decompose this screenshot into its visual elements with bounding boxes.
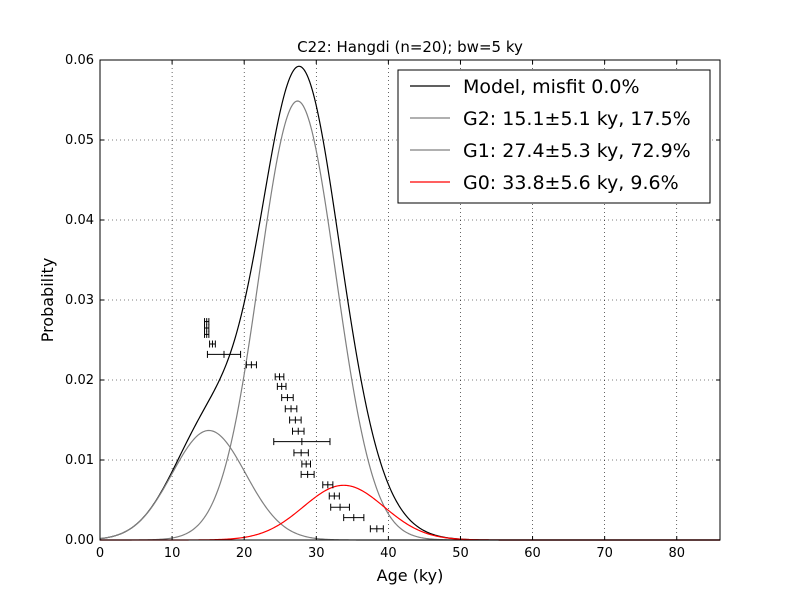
x-tick-label: 70: [596, 546, 613, 561]
error-bar: [291, 427, 305, 435]
x-tick-label: 30: [308, 546, 325, 561]
legend-box: [397, 69, 711, 204]
error-bar: [293, 449, 309, 457]
legend-entry: Model, misfit 0.0%: [463, 76, 640, 98]
error-bar: [204, 324, 210, 332]
error-bar: [204, 318, 210, 326]
error-bar: [328, 492, 340, 500]
x-tick-label: 10: [164, 546, 181, 561]
x-tick-label: 60: [524, 546, 541, 561]
error-bar: [281, 394, 294, 402]
error-bar: [206, 350, 242, 358]
x-tick-label: 80: [668, 546, 685, 561]
chart-title: C22: Hangdi (n=20); bw=5 ky: [297, 38, 523, 56]
error-bar: [301, 460, 312, 468]
y-tick-label: 0.06: [65, 53, 94, 68]
y-tick-label: 0.01: [65, 453, 94, 468]
error-bar: [289, 416, 302, 424]
error-bar: [284, 405, 298, 413]
error-bar: [273, 438, 331, 446]
error-bar: [274, 373, 285, 381]
x-tick-label: 0: [96, 546, 104, 561]
error-bar: [369, 525, 384, 533]
legend-entry: G1: 27.4±5.3 ky, 72.9%: [463, 140, 691, 162]
error-bar: [276, 382, 287, 390]
error-bar: [343, 514, 365, 522]
x-axis-label: Age (ky): [377, 566, 444, 585]
y-axis-label: Probability: [38, 258, 57, 343]
x-tick-label: 20: [236, 546, 253, 561]
error-bar: [245, 361, 257, 369]
y-tick-label: 0.04: [65, 213, 94, 228]
error-bar: [322, 481, 334, 489]
error-bar: [330, 503, 350, 511]
error-bar: [300, 470, 315, 478]
y-tick-label: 0.02: [65, 373, 94, 388]
legend: Model, misfit 0.0% G2: 15.1±5.1 ky, 17.5%…: [397, 69, 711, 204]
axis-ticks: 0 10 20 30 40 50 60 70 80 0.00 0.01 0.02 0.03 0.04 0.0…: [65, 53, 720, 561]
x-tick-label: 50: [452, 546, 469, 561]
error-bar: [204, 330, 210, 338]
y-tick-label: 0.05: [65, 133, 94, 148]
y-tick-label: 0.03: [65, 293, 94, 308]
error-bars: [204, 318, 384, 533]
x-tick-label: 40: [380, 546, 397, 561]
legend-entry: G2: 15.1±5.1 ky, 17.5%: [463, 108, 691, 130]
legend-entry: G0: 33.8±5.6 ky, 9.6%: [463, 172, 679, 194]
y-tick-label: 0.00: [65, 533, 94, 548]
error-bar: [209, 340, 216, 348]
